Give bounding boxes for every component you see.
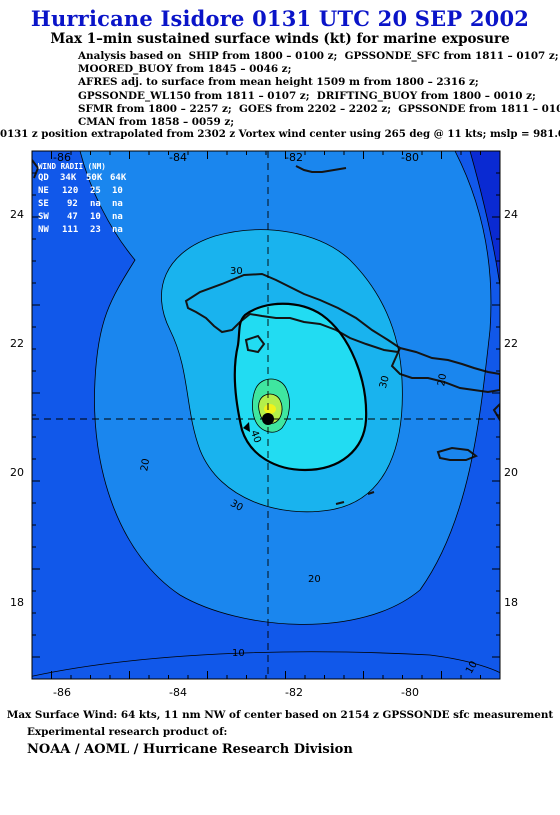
position-line: 0131 z position extrapolated from 2302 z… (0, 128, 560, 140)
jamaica (436, 446, 479, 461)
lon-tick-label: -80 (401, 151, 419, 164)
lat-tick-label: 20 (504, 466, 518, 479)
max-wind-note: Max Surface Wind: 64 kts, 11 nm NW of ce… (6, 709, 554, 721)
wind-radii-cell: 111 (62, 225, 78, 235)
wind-radii-cell: 92 (67, 199, 78, 209)
wind-radii-cell: 10 (112, 186, 123, 196)
lon-tick-label: -84 (169, 686, 187, 699)
contour-label: 10 (232, 648, 245, 659)
organization: NOAA / AOML / Hurricane Research Divisio… (27, 742, 353, 757)
page-title: Hurricane Isidore 0131 UTC 20 SEP 2002 (30, 6, 530, 31)
lon-labels-bottom: -86 -84 -82 -80 (53, 686, 419, 699)
lon-labels-top: -86 -84 -82 -80 (53, 151, 419, 164)
wind-radii-cell: na (112, 212, 123, 222)
lat-tick-label: 20 (10, 466, 24, 479)
wind-radii-row: SW 47 10 na (38, 212, 123, 222)
lat-tick-label: 24 (10, 208, 24, 221)
analysis-line: SFMR from 1800 – 2257 z; GOES from 2202 … (78, 102, 560, 115)
wind-radii-table: WIND RADII (NM) QD 34K 50K 64K NE 120 25… (38, 162, 127, 235)
keys (295, 165, 347, 173)
wind-radii-row: NE 120 25 10 (38, 186, 123, 196)
product-note: Experimental research product of: (27, 726, 228, 738)
wind-radii-title: WIND RADII (NM) (38, 162, 106, 171)
contour-line-50 (252, 378, 290, 433)
contour-line-40 (233, 302, 368, 472)
lat-tick-label: 22 (504, 337, 518, 350)
lat-tick-label: 18 (504, 596, 518, 609)
lon-tick-label: -84 (169, 151, 187, 164)
cayman (335, 491, 375, 505)
wind-radii-cell: 23 (90, 225, 101, 235)
axis-ticks (31, 150, 501, 680)
wind-radii-cell: na (90, 199, 101, 209)
cuba-west (184, 272, 402, 354)
wind-radii-cell: SE (38, 199, 49, 209)
analysis-line: Analysis based on SHIP from 1800 – 0100 … (78, 50, 559, 62)
storm-center-marker (262, 413, 274, 425)
contour-label: 20 (308, 574, 321, 585)
wind-radii-cell: 25 (90, 186, 101, 196)
contour-fill-64 (264, 404, 276, 414)
analysis-sources: Analysis based on SHIP from 1800 – 0100 … (78, 50, 560, 129)
max-wind-marker (243, 422, 250, 432)
analysis-line: MOORED_BUOY from 1845 – 0046 z; (78, 63, 292, 76)
contour-line-60 (258, 393, 283, 424)
analysis-line: CMAN from 1858 – 0059 z; (78, 116, 235, 129)
analysis-line: GPSSONDE_WL150 from 1811 – 0107 z; DRIFT… (78, 89, 536, 102)
wind-radii-cell: 10 (90, 212, 101, 222)
wind-radii-row: SE 92 na na (38, 199, 123, 209)
wind-radii-cell: NE (38, 186, 49, 196)
contour-label: 40 (248, 429, 263, 445)
wind-radii-cell: na (112, 199, 123, 209)
lat-tick-label: 24 (504, 208, 518, 221)
lon-tick-label: -86 (53, 151, 71, 164)
yucatan-coast (32, 159, 40, 179)
cuba-east (390, 346, 500, 394)
lat-tick-label: 22 (10, 337, 24, 350)
lon-tick-label: -82 (285, 151, 303, 164)
contour-label: 30 (378, 374, 392, 389)
lon-tick-label: -86 (53, 686, 71, 699)
wind-radii-cell: 50K (86, 173, 103, 183)
contour-lines (32, 151, 500, 677)
wind-radii-cell: QD (38, 173, 49, 183)
wind-radii-header: QD 34K 50K 64K (38, 173, 127, 183)
page-subtitle: Max 1–min sustained surface winds (kt) f… (50, 31, 510, 47)
lon-tick-label: -82 (285, 686, 303, 699)
lat-tick-label: 18 (10, 596, 24, 609)
contour-label: 20 (139, 458, 152, 472)
lon-tick-label: -80 (401, 686, 419, 699)
lat-labels-left: 24 22 20 18 (10, 208, 24, 609)
wind-radii-cell: 64K (110, 173, 127, 183)
wind-radii-row: NW 111 23 na (38, 225, 123, 235)
contour-label: 20 (436, 373, 449, 387)
contour-fill-10-south (32, 651, 500, 679)
wind-radii-cell: SW (38, 212, 49, 222)
lat-labels-right: 24 22 20 18 (504, 208, 518, 609)
wind-radii-cell: 34K (60, 173, 77, 183)
wind-radii-cell: 47 (67, 212, 78, 222)
isla-juventud (244, 334, 266, 354)
analysis-line: AFRES adj. to surface from mean height 1… (78, 76, 479, 89)
wind-radii-cell: 120 (62, 186, 78, 196)
wind-radii-cell: NW (38, 225, 49, 235)
contour-label: 30 (230, 266, 243, 277)
wind-radii-cell: na (112, 225, 123, 235)
